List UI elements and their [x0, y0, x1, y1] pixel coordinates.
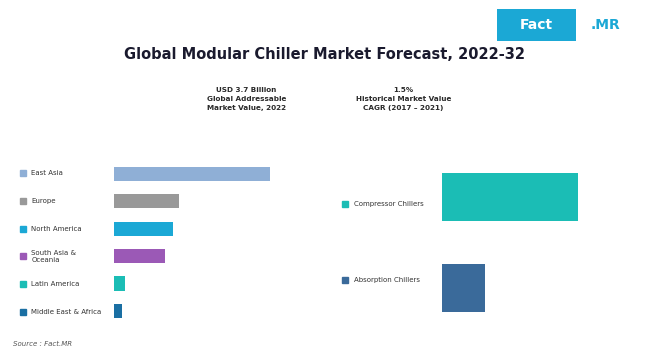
Text: Market Split by Product Type, 2021: Market Split by Product Type, 2021 [396, 144, 575, 153]
Text: Absorption Chillers: Absorption Chillers [354, 278, 420, 284]
Text: Source : Fact.MR: Source : Fact.MR [13, 342, 72, 348]
Text: Middle East & Africa: Middle East & Africa [31, 309, 101, 315]
Text: Global Modular Chiller Market Forecast, 2022-32: Global Modular Chiller Market Forecast, … [125, 47, 525, 62]
Text: Fact: Fact [519, 18, 552, 33]
Text: 76%
Compressor Chillers as
Product Type Segment
Market Value Share, 2022: 76% Compressor Chillers as Product Type … [508, 82, 614, 116]
Bar [114, 304, 122, 318]
Text: Market Split by Regions, 2021: Market Split by Regions, 2021 [84, 144, 237, 153]
FancyBboxPatch shape [497, 9, 575, 41]
Bar [442, 264, 485, 312]
Text: Latin America: Latin America [31, 281, 79, 287]
Text: East Asia: East Asia [31, 170, 63, 176]
Text: South Asia &
Oceania: South Asia & Oceania [31, 250, 76, 263]
Text: 1.5%
Historical Market Value
CAGR (2017 – 2021): 1.5% Historical Market Value CAGR (2017 … [356, 87, 451, 111]
Bar [114, 167, 270, 181]
Text: 5%
Global Market Value
CAGR
(2022 – 2032): 5% Global Market Value CAGR (2022 – 2032… [48, 82, 130, 116]
Text: USD 3.7 Billion
Global Addressable
Market Value, 2022: USD 3.7 Billion Global Addressable Marke… [207, 87, 286, 111]
Bar [114, 222, 173, 236]
Text: .MR: .MR [591, 18, 620, 33]
Bar [114, 194, 179, 208]
Text: Compressor Chillers: Compressor Chillers [354, 201, 424, 207]
Text: Europe: Europe [31, 198, 56, 204]
Bar [114, 276, 125, 290]
Bar [114, 249, 165, 263]
Bar [442, 173, 578, 220]
Text: North America: North America [31, 225, 82, 231]
